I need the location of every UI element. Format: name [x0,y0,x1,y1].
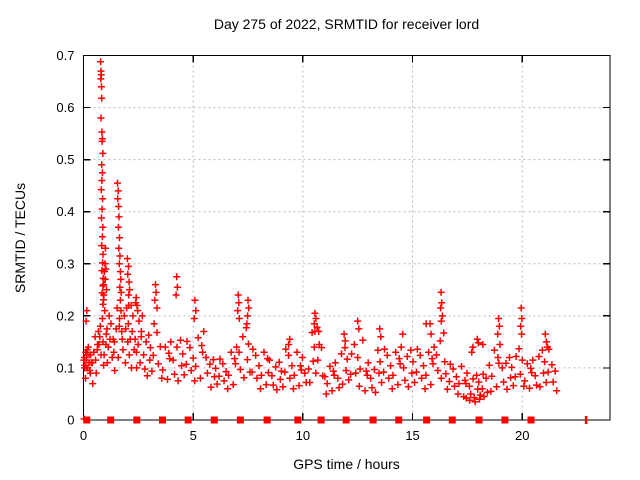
y-tick-label: 0 [67,413,74,428]
axis-square-marker [369,416,377,424]
axis-square-marker [395,416,403,424]
axis-square-marker [107,416,115,424]
axis-square-marker [448,416,456,424]
axis-square-marker [423,416,431,424]
axis-square-marker [158,416,166,424]
x-tick-label: 20 [515,428,529,443]
axis-square-marker [475,416,483,424]
x-axis-label: GPS time / hours [293,456,400,472]
axis-square-marker [501,416,509,424]
axis-square-marker [263,416,271,424]
axis-square-marker [133,416,141,424]
y-tick-label: 0.1 [56,360,74,375]
axis-square-marker [184,416,192,424]
axis-square-marker [210,416,218,424]
x-tick-label: 0 [80,428,87,443]
x-tick-label: 15 [405,428,419,443]
y-tick-label: 0.4 [56,204,74,219]
axis-square-marker [83,416,91,424]
axis-square-marker [342,416,350,424]
y-tick-label: 0.3 [56,256,74,271]
y-tick-label: 0.6 [56,100,74,115]
y-tick-label: 0.7 [56,48,74,63]
x-tick-label: 10 [296,428,310,443]
axis-square-marker [317,416,325,424]
x-tick-label: 5 [190,428,197,443]
scatter-points-srmtid [80,58,561,423]
axis-end-mark [584,416,588,424]
y-tick-label: 0.5 [56,152,74,167]
axis-square-marker [236,416,244,424]
axis-square-marker [294,416,302,424]
axis-square-marker [527,416,535,424]
y-tick-label: 0.2 [56,308,74,323]
chart-title: Day 275 of 2022, SRMTID for receiver lor… [213,16,480,32]
